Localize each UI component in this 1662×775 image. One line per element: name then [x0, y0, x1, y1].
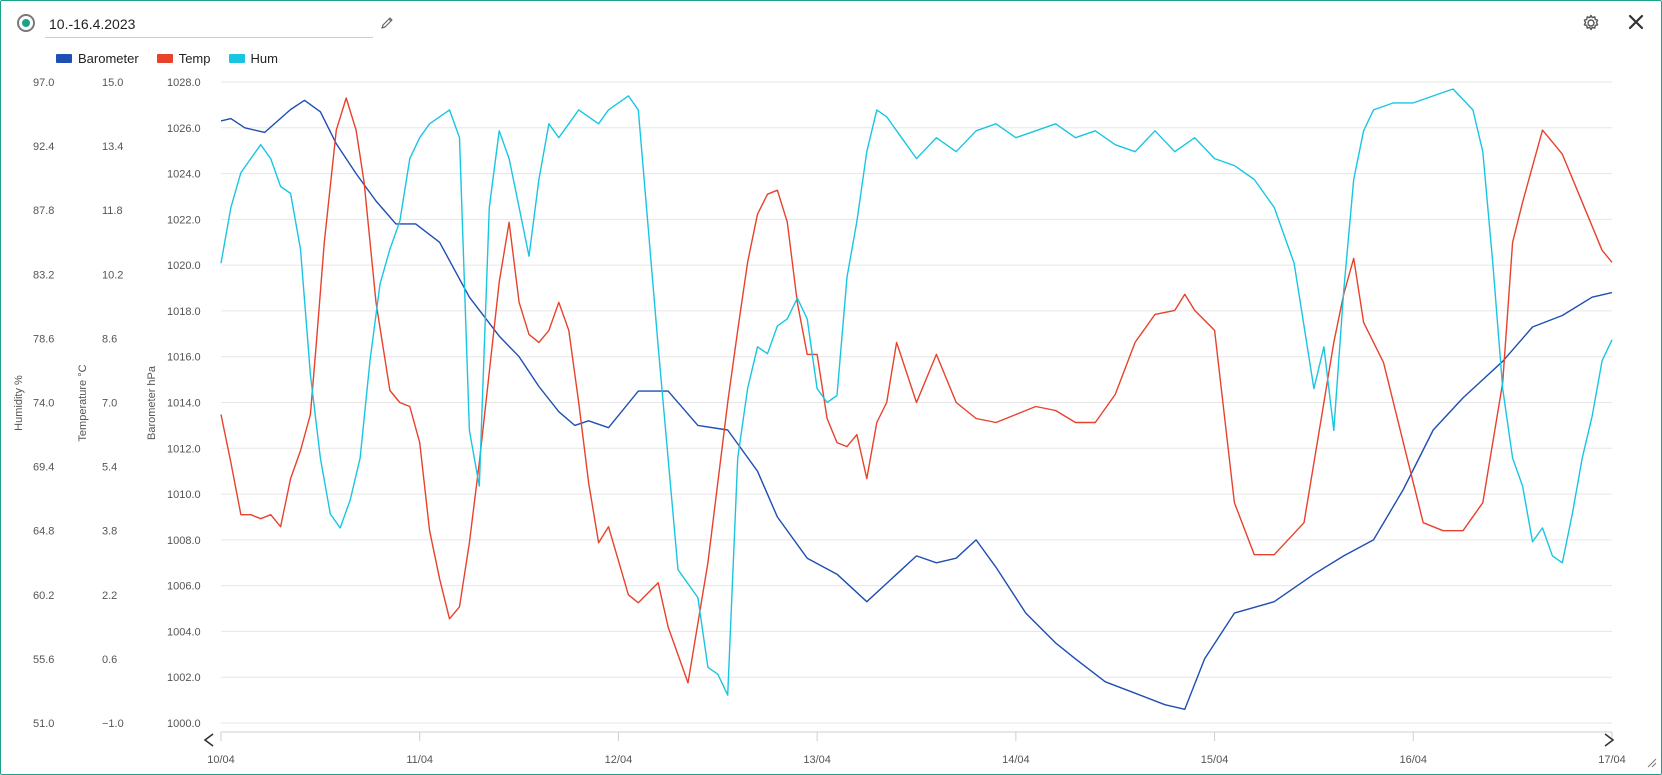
barometer-tick-label: 1022.0	[167, 214, 201, 226]
pencil-icon[interactable]	[379, 15, 395, 31]
prev-arrow-icon[interactable]	[203, 733, 214, 747]
x-tick-label: 15/04	[1201, 754, 1229, 766]
chart-legend: Barometer Temp Hum	[56, 49, 278, 67]
barometer-tick-label: 1006.0	[167, 581, 201, 593]
temperature-tick-label: 11.8	[102, 205, 123, 217]
gear-icon[interactable]	[1581, 13, 1601, 33]
humidity-tick-label: 69.4	[33, 462, 54, 474]
legend-label-temp: Temp	[178, 50, 211, 66]
series-line-hum[interactable]	[220, 88, 1613, 696]
legend-swatch-barometer	[56, 53, 72, 63]
humidity-tick-label: 92.4	[33, 141, 54, 153]
series-line-barometer[interactable]	[220, 99, 1613, 710]
humidity-tick-label: 64.8	[33, 526, 54, 538]
next-arrow-icon[interactable]	[1604, 733, 1615, 747]
x-tick-label: 11/04	[406, 754, 433, 766]
temperature-tick-label: 15.0	[102, 77, 123, 89]
barometer-tick-label: 1028.0	[167, 77, 201, 89]
temperature-tick-label: 8.6	[102, 333, 117, 345]
humidity-tick-label: 60.2	[33, 590, 54, 602]
x-tick-label: 12/04	[605, 754, 633, 766]
title-field[interactable]: 10.-16.4.2023	[45, 9, 373, 38]
chart-title: 10.-16.4.2023	[49, 16, 136, 32]
temperature-tick-label: 2.2	[102, 590, 117, 602]
barometer-tick-label: 1012.0	[167, 443, 201, 455]
legend-swatch-temp	[156, 53, 173, 63]
humidity-tick-label: 83.2	[33, 269, 54, 281]
humidity-tick-label: 87.8	[33, 205, 54, 217]
legend-label-barometer: Barometer	[78, 50, 139, 66]
legend-item-barometer[interactable]: Barometer	[56, 49, 139, 67]
x-tick-label: 10/04	[207, 754, 235, 766]
humidity-axis-title: Humidity %	[13, 375, 25, 431]
barometer-tick-label: 1010.0	[167, 489, 201, 501]
barometer-tick-label: 1014.0	[167, 398, 201, 410]
x-tick-label: 16/04	[1400, 754, 1428, 766]
temperature-tick-label: 5.4	[102, 462, 117, 474]
x-tick-label: 17/04	[1598, 754, 1626, 766]
status-dot-icon[interactable]	[17, 14, 35, 32]
series-layer	[220, 88, 1613, 710]
barometer-tick-label: 1000.0	[167, 718, 201, 730]
barometer-tick-label: 1016.0	[167, 352, 201, 364]
legend-item-hum[interactable]: Hum	[228, 49, 278, 67]
temperature-tick-label: 13.4	[102, 141, 123, 153]
barometer-tick-label: 1008.0	[167, 535, 201, 547]
barometer-tick-label: 1020.0	[167, 260, 201, 272]
resize-handle-icon[interactable]	[1647, 758, 1657, 768]
humidity-tick-label: 51.0	[33, 718, 54, 730]
x-tick-label: 14/04	[1002, 754, 1030, 766]
chart-header: 10.-16.4.2023	[1, 1, 1661, 45]
legend-label-hum: Hum	[250, 50, 278, 66]
barometer-tick-label: 1004.0	[167, 626, 201, 638]
temperature-tick-label: 10.2	[102, 269, 123, 281]
barometer-tick-label: 1026.0	[167, 123, 201, 135]
barometer-axis-title: Barometer hPa	[146, 365, 158, 440]
barometer-tick-label: 1002.0	[167, 672, 201, 684]
legend-swatch-hum	[228, 53, 245, 63]
barometer-tick-label: 1018.0	[167, 306, 201, 318]
temperature-tick-label: 3.8	[102, 526, 117, 538]
legend-item-temp[interactable]: Temp	[156, 49, 211, 67]
close-icon[interactable]	[1627, 13, 1645, 31]
temperature-tick-label: 7.0	[102, 398, 117, 410]
humidity-tick-label: 78.6	[33, 333, 54, 345]
humidity-tick-label: 97.0	[33, 77, 54, 89]
temperature-tick-label: −1.0	[102, 718, 124, 730]
humidity-tick-label: 74.0	[33, 398, 54, 410]
series-line-temp[interactable]	[220, 97, 1613, 684]
temperature-tick-label: 0.6	[102, 654, 117, 666]
temperature-axis-title: Temperature °C	[77, 364, 89, 441]
humidity-tick-label: 55.6	[33, 654, 54, 666]
axis-layer: 1028.0 1026.0 1024.0 1022.0 1020.0 1018.0 1016…	[33, 77, 1626, 766]
barometer-tick-label: 1024.0	[167, 169, 201, 181]
x-tick-label: 13/04	[803, 754, 831, 766]
